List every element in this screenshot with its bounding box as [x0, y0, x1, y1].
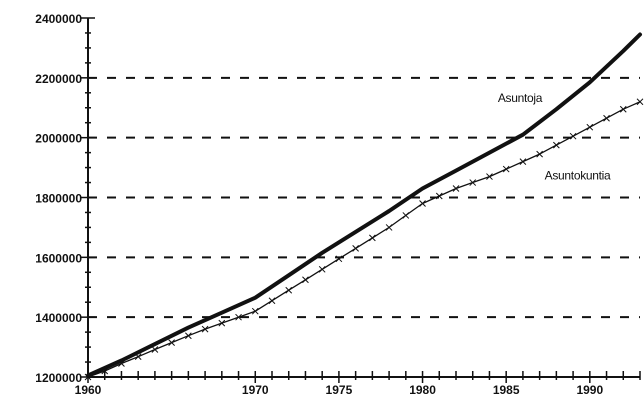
- data-point: [452, 185, 460, 192]
- y-tick-label: 1400000: [35, 311, 82, 325]
- data-point: [569, 132, 577, 140]
- data-point: [151, 346, 159, 353]
- data-point: [435, 192, 443, 200]
- data-point: [201, 325, 209, 333]
- data-point: [486, 173, 493, 180]
- x-axis-ticks: 1960 1970 1975 1980 1985 1990: [75, 371, 641, 397]
- data-point: [318, 265, 326, 273]
- data-point: [251, 307, 259, 315]
- x-tick-label: 1960: [75, 383, 102, 397]
- data-point: [285, 286, 293, 294]
- data-point: [168, 339, 175, 346]
- series-label: Asuntokuntia: [545, 169, 611, 183]
- y-tick-label: 2200000: [35, 72, 82, 86]
- data-point: [352, 245, 359, 252]
- x-tick-label: 1990: [576, 383, 603, 397]
- x-tick-label: 1970: [242, 383, 269, 397]
- y-tick-label: 1800000: [35, 192, 82, 206]
- data-point: [469, 179, 477, 186]
- data-point: [502, 165, 510, 173]
- data-point: [335, 255, 343, 263]
- series-annotations: Asuntoja Asuntokuntia: [498, 91, 612, 183]
- y-tick-label: 1600000: [35, 251, 82, 265]
- data-point: [619, 105, 627, 113]
- data-point: [218, 319, 226, 327]
- y-tick-label: 2400000: [35, 12, 82, 26]
- grid-lines: [88, 76, 640, 319]
- data-point: [536, 150, 543, 158]
- data-point: [134, 353, 142, 361]
- data-point: [419, 200, 426, 207]
- x-tick-label: 1985: [493, 383, 520, 397]
- data-point: [586, 123, 594, 131]
- data-point: [302, 276, 309, 284]
- series-line-asuntokuntia: [87, 101, 641, 378]
- series-label: Asuntoja: [498, 91, 543, 105]
- data-point: [603, 114, 610, 122]
- y-tick-label: 2000000: [35, 132, 82, 146]
- data-point: [519, 158, 527, 165]
- data-point: [268, 297, 276, 305]
- series-layer: [84, 32, 644, 381]
- data-point: [402, 212, 410, 219]
- data-point: [385, 224, 393, 231]
- x-tick-label: 1975: [326, 383, 353, 397]
- data-point: [84, 373, 92, 381]
- data-point: [369, 234, 376, 242]
- data-point: [235, 313, 242, 321]
- data-point: [101, 367, 109, 375]
- y-tick-label: 1200000: [35, 371, 82, 385]
- data-point: [636, 98, 644, 106]
- x-tick-label: 1980: [409, 383, 436, 397]
- data-point: [118, 360, 125, 367]
- data-point: [553, 141, 560, 149]
- data-point: [185, 332, 192, 340]
- y-axis-ticks: 1200000 1400000 1600000 1800000 2000000 22000…: [35, 12, 95, 385]
- series-line-asuntoja: [86, 32, 642, 378]
